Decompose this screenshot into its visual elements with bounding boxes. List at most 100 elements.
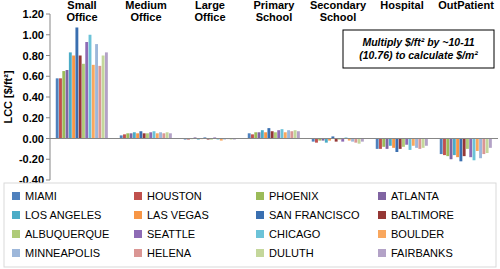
bars bbox=[56, 27, 492, 161]
tick-label: 1.20 bbox=[23, 8, 44, 20]
bar bbox=[315, 139, 318, 143]
bar bbox=[264, 132, 267, 138]
tick-mark bbox=[46, 159, 50, 160]
bar bbox=[453, 139, 456, 156]
tick-label: 0.80 bbox=[23, 50, 44, 62]
bar bbox=[482, 139, 485, 155]
bar bbox=[358, 139, 361, 144]
bar bbox=[376, 139, 379, 149]
y-axis-label: LCC [$/ft²] bbox=[2, 70, 14, 123]
bar bbox=[251, 134, 254, 138]
bar bbox=[405, 139, 408, 145]
legend-label: SAN FRANCISCO bbox=[269, 209, 360, 221]
bar bbox=[379, 139, 382, 149]
bar bbox=[456, 139, 459, 158]
bar bbox=[156, 133, 159, 138]
legend-label: ATLANTA bbox=[391, 190, 440, 202]
legend-label: PHOENIX bbox=[269, 190, 319, 202]
bar bbox=[281, 129, 284, 138]
legend-swatch bbox=[256, 249, 264, 257]
bar bbox=[443, 139, 446, 156]
bar bbox=[290, 131, 293, 138]
bar bbox=[149, 132, 152, 138]
legend-swatch bbox=[12, 249, 20, 257]
legend-label: BOULDER bbox=[391, 228, 444, 240]
tick-mark bbox=[46, 34, 50, 35]
bar bbox=[62, 71, 65, 138]
bar bbox=[486, 139, 489, 154]
bar bbox=[89, 35, 92, 139]
legend-label: HOUSTON bbox=[147, 190, 202, 202]
bar bbox=[169, 133, 172, 138]
category-label: OutPatient bbox=[438, 0, 494, 11]
bar bbox=[473, 139, 476, 161]
bar bbox=[297, 131, 300, 138]
bar bbox=[450, 139, 453, 160]
bar bbox=[248, 133, 251, 138]
bar bbox=[72, 56, 75, 139]
bar bbox=[254, 132, 257, 138]
bar bbox=[79, 56, 82, 139]
tick-mark bbox=[46, 76, 50, 77]
bar bbox=[399, 139, 402, 149]
bar bbox=[261, 130, 264, 138]
legend-swatch bbox=[378, 230, 386, 238]
bar bbox=[382, 139, 385, 147]
bar bbox=[105, 52, 108, 138]
category-label: MediumOffice bbox=[125, 0, 167, 23]
category-label: Hospital bbox=[380, 0, 423, 11]
bar bbox=[392, 139, 395, 148]
chart: -0.40-0.200.000.200.400.600.801.001.20LC… bbox=[0, 0, 500, 269]
bar bbox=[267, 128, 270, 138]
bar bbox=[143, 133, 146, 138]
tick-label: 1.00 bbox=[23, 29, 44, 41]
bar bbox=[82, 64, 85, 139]
bar bbox=[92, 65, 95, 139]
legend-swatch bbox=[134, 192, 142, 200]
bar bbox=[463, 139, 466, 157]
legend-label: ALBUQUERQUE bbox=[25, 228, 109, 240]
bar bbox=[139, 131, 142, 138]
legend-swatch bbox=[134, 211, 142, 219]
bar bbox=[277, 130, 280, 138]
legend-swatch bbox=[378, 249, 386, 257]
legend-label: SEATTLE bbox=[147, 228, 195, 240]
bar bbox=[459, 139, 462, 162]
legend-label: BALTIMORE bbox=[391, 209, 454, 221]
bar bbox=[123, 134, 126, 138]
legend-label: MINNEAPOLIS bbox=[25, 247, 100, 259]
legend-label: MIAMI bbox=[25, 190, 57, 202]
bar bbox=[469, 139, 472, 158]
bar bbox=[479, 139, 482, 159]
tick-mark bbox=[46, 55, 50, 56]
bar bbox=[425, 139, 428, 146]
bar bbox=[284, 132, 287, 138]
bar bbox=[395, 139, 398, 152]
bar bbox=[354, 139, 357, 143]
bar bbox=[409, 139, 412, 150]
tick-mark bbox=[46, 97, 50, 98]
bar bbox=[85, 42, 88, 138]
bar bbox=[56, 78, 59, 138]
x-axis bbox=[50, 138, 498, 139]
bar bbox=[287, 130, 290, 138]
legend-swatch bbox=[256, 230, 264, 238]
bar bbox=[166, 132, 169, 138]
legend-swatch bbox=[256, 192, 264, 200]
legend-swatch bbox=[12, 192, 20, 200]
legend-label: HELENA bbox=[147, 247, 192, 259]
category-label: LargeOffice bbox=[194, 0, 225, 23]
legend-label: DULUTH bbox=[269, 247, 314, 259]
tick-mark bbox=[46, 117, 50, 118]
category-label: SmallOffice bbox=[66, 0, 97, 23]
category-label: PrimarySchool bbox=[254, 0, 296, 23]
bar bbox=[476, 139, 479, 151]
category-label: SecondarySchool bbox=[310, 0, 367, 23]
bar bbox=[294, 130, 297, 138]
tick-label: 0.20 bbox=[23, 112, 44, 124]
bar bbox=[98, 66, 101, 139]
legend-swatch bbox=[134, 230, 142, 238]
bar bbox=[422, 139, 425, 148]
bar bbox=[162, 133, 165, 138]
legend-swatch bbox=[378, 211, 386, 219]
